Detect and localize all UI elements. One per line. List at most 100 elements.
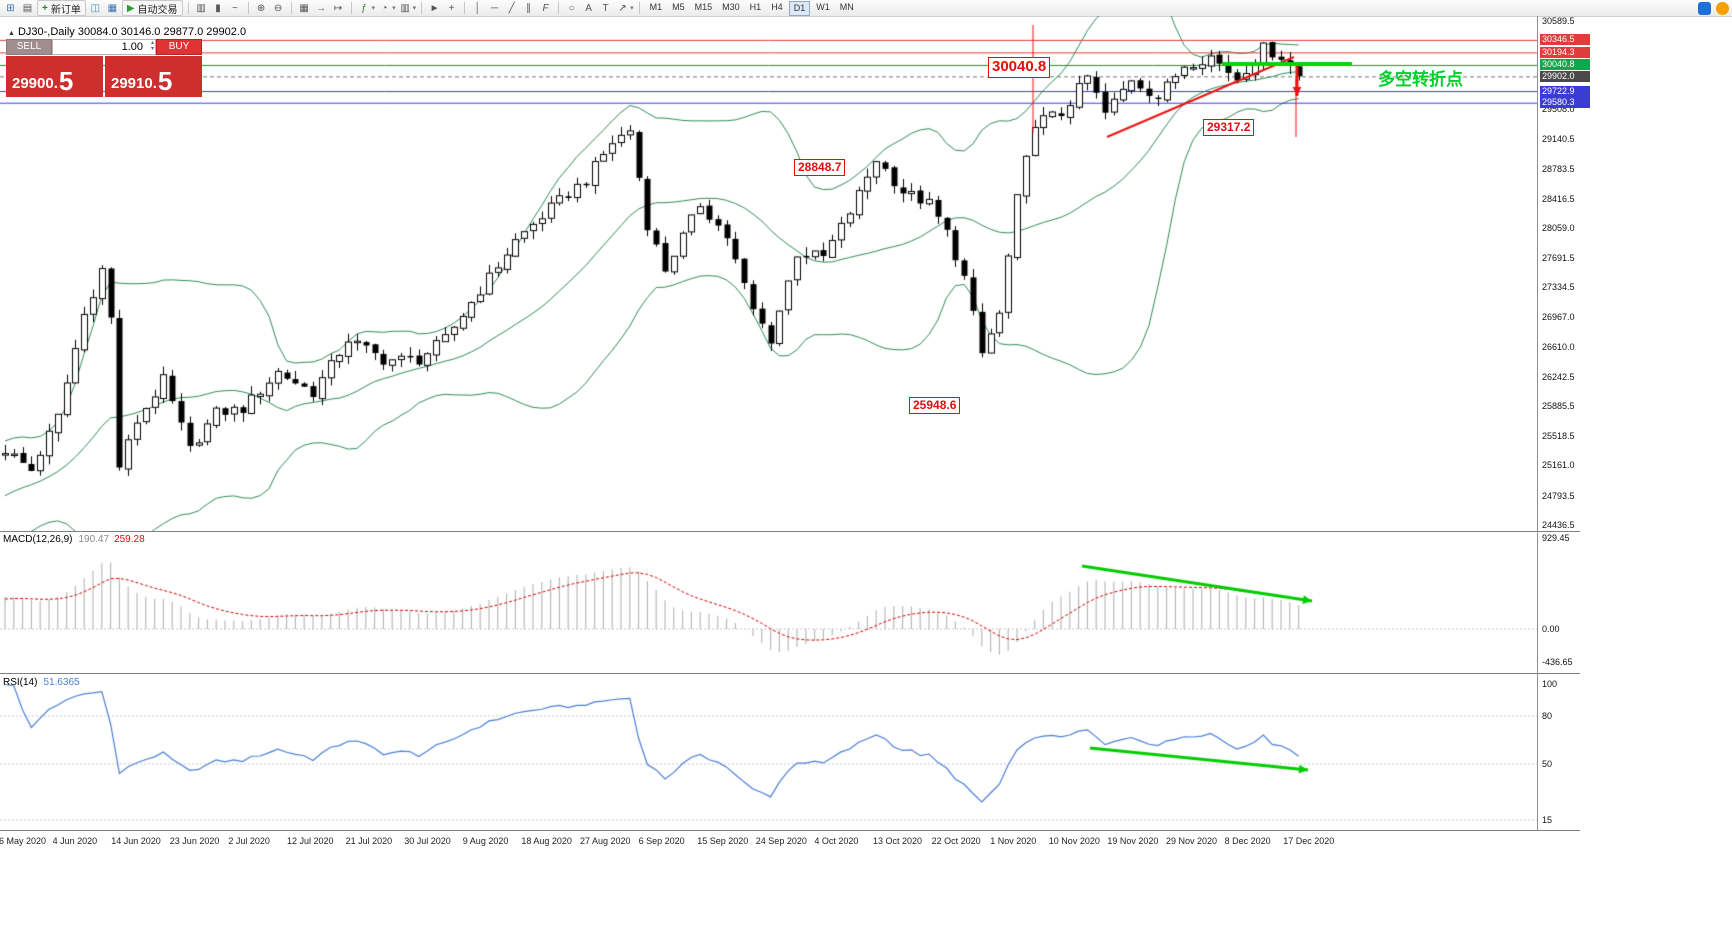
buy-button[interactable]: BUY <box>156 39 202 55</box>
charts-tile-icon[interactable]: ◫ <box>90 2 101 14</box>
market-watch-icon[interactable]: ▦ <box>107 2 118 14</box>
autotrading-button[interactable]: ▶ 自动交易 <box>121 0 183 16</box>
one-click-trade-panel: SELL 1.00 ▴ ▾ BUY 29900. 5 29910. 5 <box>6 39 202 97</box>
fibonacci-icon[interactable]: F <box>542 2 549 14</box>
date-label: 9 Aug 2020 <box>462 836 509 846</box>
timeframe-m1[interactable]: M1 <box>649 1 663 12</box>
rsi-value: 51.6365 <box>43 677 80 688</box>
auto-scroll-icon[interactable]: → <box>316 2 327 14</box>
zoom-out-icon[interactable]: ⊖ <box>273 2 283 14</box>
chart-shift-icon[interactable]: ↦ <box>333 2 343 14</box>
chart-symbol-info: ▲ DJ30-,Daily 30084.0 30146.0 29877.0 299… <box>8 26 246 38</box>
periods-caret-icon[interactable]: ▾ <box>392 5 396 12</box>
toolbar-separator <box>421 2 423 14</box>
cursor-icon[interactable]: ► <box>429 2 440 14</box>
timeframe-h4[interactable]: H4 <box>771 1 783 12</box>
new-order-button[interactable]: + 新订单 <box>37 0 86 16</box>
crosshair-icon[interactable]: + <box>448 2 455 14</box>
price-chart-canvas[interactable] <box>0 16 1537 531</box>
buy-price-button[interactable]: 29910. 5 <box>105 56 202 97</box>
sell-button[interactable]: SELL <box>6 39 52 55</box>
price-axis-label: 30589.5 <box>1542 15 1575 26</box>
rsi-axis-label: 100 <box>1542 679 1558 689</box>
macd-value-2: 259.28 <box>114 534 145 545</box>
zoom-in-icon[interactable]: ⊕ <box>256 2 266 14</box>
timeframe-h1[interactable]: H1 <box>749 1 762 12</box>
price-axis-label: 25885.5 <box>1542 401 1575 412</box>
text-icon[interactable]: A <box>585 2 592 14</box>
sell-price-button[interactable]: 29900. 5 <box>6 56 103 97</box>
volume-spinner[interactable]: ▴ ▾ <box>151 40 154 52</box>
tray-icon-blue[interactable] <box>1698 2 1711 15</box>
panel-separator[interactable] <box>0 531 1580 532</box>
timeframe-w1[interactable]: W1 <box>816 1 830 12</box>
buy-price-dot: . <box>152 75 157 92</box>
price-axis-label: 24793.5 <box>1542 490 1575 501</box>
arrows-tool-icon[interactable]: ↗ <box>618 2 627 14</box>
templates-icon[interactable]: ▥ <box>400 2 410 14</box>
indicators-caret-icon[interactable]: ▾ <box>371 5 376 12</box>
macd-name: MACD(12,26,9) <box>3 534 73 545</box>
date-label: 12 Jul 2020 <box>287 836 334 846</box>
text-label-icon[interactable]: T <box>602 2 609 14</box>
price-axis-label: 26967.0 <box>1542 312 1575 323</box>
spinner-up-icon[interactable]: ▴ <box>150 40 154 46</box>
indicators-icon[interactable]: ƒ <box>361 2 367 14</box>
channel-icon[interactable]: ∥ <box>526 2 532 14</box>
price-callout[interactable]: 29317.2 <box>1203 119 1255 136</box>
panel-separator[interactable] <box>0 830 1580 831</box>
rsi-axis-label: 15 <box>1542 815 1553 825</box>
horizontal-line-icon[interactable]: ─ <box>491 2 499 14</box>
rsi-axis-label: 50 <box>1542 759 1553 769</box>
price-axis-border <box>1537 16 1538 830</box>
bar-chart-icon[interactable]: ▥ <box>196 2 206 14</box>
macd-label: MACD(12,26,9) 190.47 259.28 <box>3 534 145 545</box>
sell-price-main: 29900 <box>12 75 54 92</box>
timeframe-m5[interactable]: M5 <box>672 1 685 12</box>
rsi-panel-canvas[interactable] <box>0 674 1537 830</box>
shapes-icon[interactable]: ○ <box>568 2 575 14</box>
bull-bear-turning-point-note[interactable]: 多空转折点 <box>1378 70 1463 89</box>
arrows-caret-icon[interactable]: ▾ <box>630 5 634 12</box>
macd-panel-canvas[interactable] <box>0 532 1537 673</box>
price-callout[interactable]: 25948.6 <box>909 397 961 414</box>
panel-separator[interactable] <box>0 673 1580 674</box>
volume-input[interactable]: 1.00 ▴ ▾ <box>52 39 156 55</box>
sell-price-frac: 5 <box>58 66 74 96</box>
price-axis-label: 25161.0 <box>1542 460 1575 471</box>
line-chart-icon[interactable]: ~ <box>232 2 238 14</box>
profile-icon[interactable]: ▤ <box>22 2 33 14</box>
time-axis[interactable]: 26 May 2020 4 Jun 2020 14 Jun 2020 23 Jun 2… <box>0 831 1545 852</box>
tile-windows-icon[interactable]: ▦ <box>299 2 309 14</box>
timeframe-d1[interactable]: D1 <box>788 0 811 16</box>
date-label: 24 Sep 2020 <box>755 836 807 846</box>
trendline-icon[interactable]: ╱ <box>508 2 515 14</box>
timeframe-m15[interactable]: M15 <box>694 1 713 12</box>
tray-icon-orange[interactable] <box>1716 2 1729 15</box>
symbol-ohlc-text: DJ30-,Daily 30084.0 30146.0 29877.0 2990… <box>17 26 247 38</box>
candlestick-icon[interactable]: ▮ <box>215 2 221 14</box>
date-label: 10 Nov 2020 <box>1048 836 1100 846</box>
sell-price-dot: . <box>53 75 58 92</box>
date-label: 15 Sep 2020 <box>697 836 749 846</box>
macd-axis-label: 0.00 <box>1542 624 1560 634</box>
new-chart-icon[interactable]: ⊞ <box>6 2 15 14</box>
date-label: 29 Nov 2020 <box>1166 836 1218 846</box>
timeframe-buttons: M1 M5 M15 M30 H1 H4 D1 W1 MN <box>645 0 859 16</box>
price-axis[interactable]: 30589.5 29508.0 29140.5 28783.5 28416.5 28059… <box>1538 0 1600 942</box>
spinner-down-icon[interactable]: ▾ <box>150 46 154 52</box>
periods-icon[interactable]: ◔ <box>381 2 388 14</box>
date-label: 18 Aug 2020 <box>521 836 572 846</box>
date-label: 14 Jun 2020 <box>111 836 161 846</box>
templates-caret-icon[interactable]: ▾ <box>412 5 417 12</box>
timeframe-mn[interactable]: MN <box>839 1 854 12</box>
toolbar-separator <box>558 2 560 14</box>
price-callout[interactable]: 28848.7 <box>794 159 846 176</box>
rsi-label: RSI(14) 51.6365 <box>3 677 80 688</box>
trade-panel-prices: 29900. 5 29910. 5 <box>6 56 202 97</box>
timeframe-m30[interactable]: M30 <box>722 1 740 12</box>
price-callout[interactable]: 30040.8 <box>988 57 1051 78</box>
vertical-line-icon[interactable]: │ <box>474 2 481 14</box>
autotrading-label: 自动交易 <box>137 4 178 16</box>
